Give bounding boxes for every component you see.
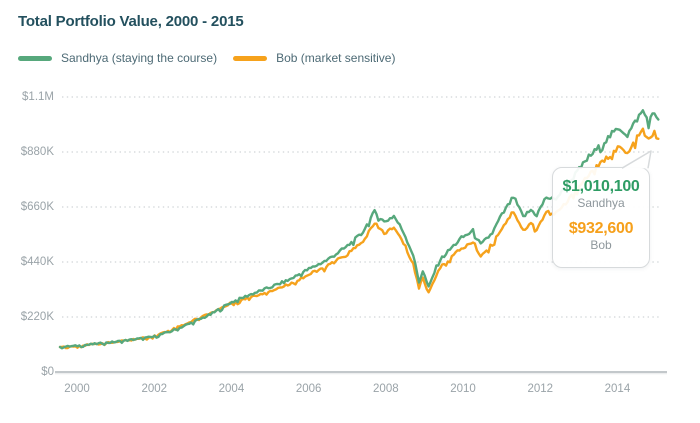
y-axis-tick-label: $1.1M — [22, 91, 54, 103]
legend-item-sandhya[interactable]: Sandhya (staying the course) — [18, 51, 217, 65]
x-axis-tick-label: 2002 — [141, 383, 168, 395]
tooltip-sandhya-value: $1,010,100 — [562, 178, 640, 195]
x-axis-tick-label: 2014 — [604, 383, 631, 395]
x-axis-tick-label: 2006 — [295, 383, 322, 395]
legend-label-bob: Bob (market sensitive) — [276, 51, 396, 65]
legend-label-sandhya: Sandhya (staying the course) — [61, 51, 218, 65]
tooltip-sandhya-label: Sandhya — [577, 196, 625, 210]
x-axis-tick-label: 2008 — [373, 383, 399, 395]
value-tooltip: $1,010,100 Sandhya $932,600 Bob — [552, 167, 650, 268]
bob-series-swatch-icon — [233, 55, 268, 61]
x-axis-tick-label: 2012 — [527, 383, 554, 395]
y-axis-tick-label: $0 — [41, 366, 54, 378]
y-axis-tick-label: $880K — [20, 146, 54, 158]
chart-title: Total Portfolio Value, 2000 - 2015 — [18, 13, 244, 30]
x-axis-tick-label: 2004 — [218, 383, 245, 395]
sandhya-series-swatch-icon — [18, 55, 52, 61]
x-axis-tick-label: 2000 — [64, 383, 90, 395]
tooltip-pointer-icon — [621, 150, 652, 169]
tooltip-bob-value: $932,600 — [568, 220, 634, 237]
x-axis-tick-label: 2010 — [450, 383, 476, 395]
chart-legend: Sandhya (staying the course) Bob (market… — [18, 51, 395, 65]
y-axis-tick-label: $660K — [20, 201, 54, 213]
legend-item-bob[interactable]: Bob (market sensitive) — [233, 51, 395, 65]
tooltip-bob-label: Bob — [590, 238, 612, 252]
y-axis-tick-label: $440K — [20, 256, 54, 268]
y-axis-tick-label: $220K — [20, 311, 54, 323]
